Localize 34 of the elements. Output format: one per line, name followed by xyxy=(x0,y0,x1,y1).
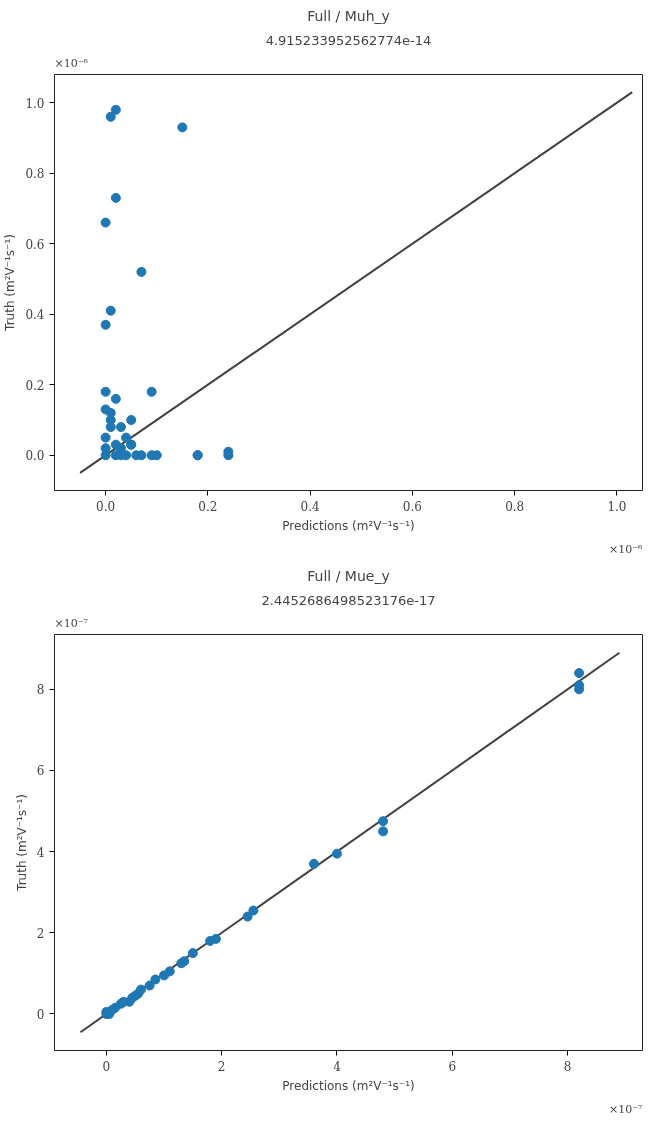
y-tick-label: 6 xyxy=(36,764,45,779)
y-tick-label: 0.0 xyxy=(25,449,45,464)
y-tick-label: 4 xyxy=(36,845,45,860)
y-tick-label: 0.4 xyxy=(25,308,45,323)
chart-subtitle: 4.915233952562774e-14 xyxy=(265,32,432,48)
text: ×10⁻⁶ xyxy=(609,542,644,556)
x-tick-label: 8 xyxy=(563,1059,572,1074)
x-axis-title: Predictions (m²V⁻¹s⁻¹) xyxy=(282,1078,415,1093)
x-tick-label: 0.4 xyxy=(300,499,321,514)
x-tick-label: 4 xyxy=(333,1059,342,1074)
x-axis-title: Predictions (m²V⁻¹s⁻¹) xyxy=(282,518,415,533)
y-tick-label: 8 xyxy=(36,683,45,698)
y-tick-label: 1.0 xyxy=(25,96,45,111)
y-tick-label: 0.8 xyxy=(25,167,45,182)
chart-subtitle: 2.4452686498523176e-17 xyxy=(261,592,436,608)
y-axis-title: Truth (m²V⁻¹s⁻¹) xyxy=(14,794,29,892)
x-tick-label: 0.2 xyxy=(198,499,218,514)
chart-title: Full / Muh_y xyxy=(307,7,390,24)
y-tick-label: 0 xyxy=(36,1007,45,1022)
y-tick-label: 0.6 xyxy=(25,237,45,252)
x-tick-label: 0.6 xyxy=(402,499,422,514)
x-tick-label: 0.8 xyxy=(505,499,525,514)
x-tick-label: 0.0 xyxy=(96,499,116,514)
x-tick-label: 2 xyxy=(217,1059,226,1074)
chart-title: Full / Mue_y xyxy=(307,567,390,584)
text: ×10⁻⁷ xyxy=(54,616,89,630)
x-tick-label: 1.0 xyxy=(607,499,627,514)
text: ×10⁻⁶ xyxy=(54,56,89,70)
text: ×10⁻⁷ xyxy=(609,1102,644,1116)
y-tick-label: 2 xyxy=(36,926,45,941)
x-tick-label: 6 xyxy=(448,1059,457,1074)
y-tick-label: 0.2 xyxy=(25,378,45,393)
x-tick-label: 0 xyxy=(102,1059,111,1074)
y-axis-title: Truth (m²V⁻¹s⁻¹) xyxy=(3,234,18,332)
